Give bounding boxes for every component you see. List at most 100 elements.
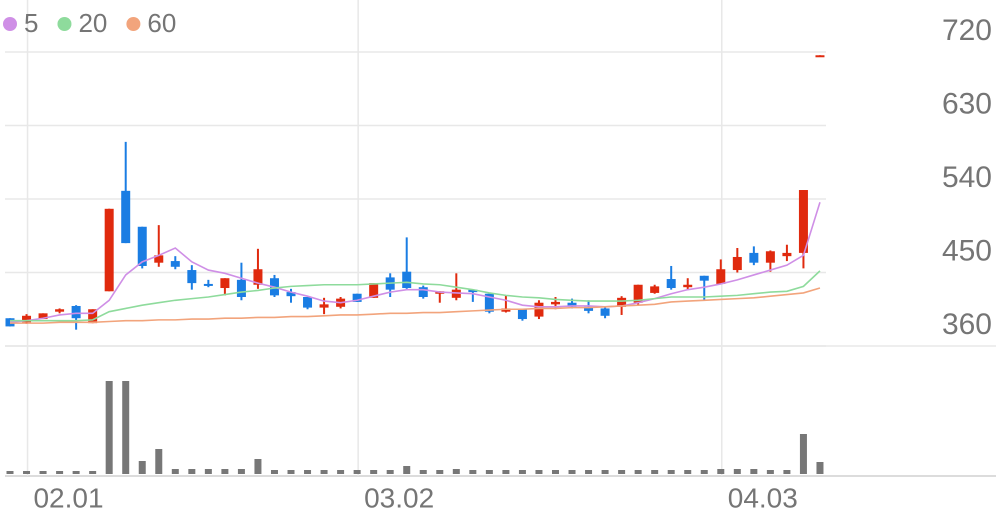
volume-bar <box>816 462 824 474</box>
candle-body <box>104 208 114 292</box>
candle-body <box>303 297 313 308</box>
candle-body <box>550 301 560 305</box>
candle-body <box>22 315 32 323</box>
candle-body <box>88 309 98 324</box>
volume-bar <box>667 470 675 474</box>
candle-body <box>121 190 131 244</box>
candle-body <box>170 261 180 267</box>
volume-bar <box>717 469 725 474</box>
volume-bar <box>419 470 427 474</box>
legend-label: 20 <box>78 8 107 38</box>
candle-body <box>154 255 164 263</box>
volume-bar <box>155 449 163 474</box>
y-tick-label: 630 <box>942 87 992 120</box>
candle-body <box>220 278 230 289</box>
candle-body <box>732 256 742 271</box>
candle-body <box>815 55 825 58</box>
candle-body <box>584 306 594 311</box>
candle-body <box>38 313 48 320</box>
volume-bar <box>568 470 576 474</box>
volume-bar <box>799 434 807 474</box>
volume-bar <box>171 469 179 474</box>
y-tick-label: 540 <box>942 161 992 194</box>
legend-marker <box>126 17 141 31</box>
volume-bar <box>188 469 196 474</box>
volume-bar <box>783 470 791 474</box>
candle-body <box>352 293 362 302</box>
volume-bar <box>304 470 312 474</box>
candle-body <box>187 270 197 284</box>
volume-bar <box>221 469 229 474</box>
candle-body <box>600 308 610 316</box>
ma-line <box>10 287 821 324</box>
candle-body <box>765 251 775 263</box>
volume-bar <box>237 469 245 474</box>
candle-body <box>71 305 81 319</box>
candle-body <box>451 289 461 298</box>
candle-body <box>517 309 527 320</box>
candle-body <box>782 252 792 257</box>
volume-bar <box>601 470 609 474</box>
legend-marker <box>57 17 72 31</box>
volume-bar <box>733 469 741 474</box>
ma-line <box>9 202 821 324</box>
candle-body <box>402 271 412 289</box>
candle-body <box>749 252 759 263</box>
volume-bar <box>634 470 642 474</box>
volume-bar <box>535 470 543 474</box>
candle-body <box>468 289 478 293</box>
volume-bar <box>320 470 328 474</box>
x-tick-label: 03.02 <box>364 482 434 513</box>
candle-body <box>484 293 494 312</box>
volume-bar <box>254 459 262 474</box>
candle-body <box>418 287 428 297</box>
candle-body <box>617 297 627 307</box>
candle-body <box>286 292 296 297</box>
volume-bar <box>72 471 80 474</box>
volume-bar <box>105 381 113 474</box>
candle-body <box>633 284 643 303</box>
volume-bar <box>502 470 510 474</box>
legend-label: 60 <box>147 8 176 38</box>
candle-body <box>319 304 329 308</box>
candle-body <box>699 275 709 281</box>
volume-bar <box>270 470 278 474</box>
candle-body <box>203 283 213 286</box>
volume-bar <box>89 471 97 474</box>
candle-body <box>666 279 676 289</box>
volume-bar <box>452 469 460 474</box>
volume-bar <box>287 470 295 474</box>
candle-body <box>236 279 246 297</box>
volume-bar <box>485 470 493 474</box>
candle-body <box>716 269 726 284</box>
candle-body <box>650 286 660 293</box>
volume-bar <box>469 470 477 474</box>
volume-bar <box>23 471 31 474</box>
volume-bar <box>651 470 659 474</box>
volume-bar <box>551 470 559 474</box>
x-tick-label: 02.01 <box>33 482 103 513</box>
candle-body <box>55 309 65 312</box>
volume-bar <box>6 471 14 474</box>
volume-bar <box>138 461 146 474</box>
x-tick-label: 04.03 <box>728 482 798 513</box>
volume-bar <box>386 470 394 474</box>
candle-body <box>798 190 808 253</box>
volume-bar <box>436 470 444 474</box>
volume-bar <box>684 470 692 474</box>
y-tick-label: 360 <box>942 308 992 341</box>
candle-body <box>683 284 693 288</box>
volume-bar <box>370 470 378 474</box>
volume-bar <box>700 470 708 474</box>
volume-bar <box>353 470 361 474</box>
candle-body <box>369 283 379 298</box>
legend-label: 5 <box>24 8 38 38</box>
candle-body <box>501 308 511 312</box>
legend-marker <box>3 17 17 31</box>
ma-line <box>10 270 821 322</box>
volume-bar <box>585 470 593 474</box>
volume-bar <box>518 470 526 474</box>
y-tick-label: 720 <box>942 14 992 47</box>
volume-bar <box>403 466 411 474</box>
